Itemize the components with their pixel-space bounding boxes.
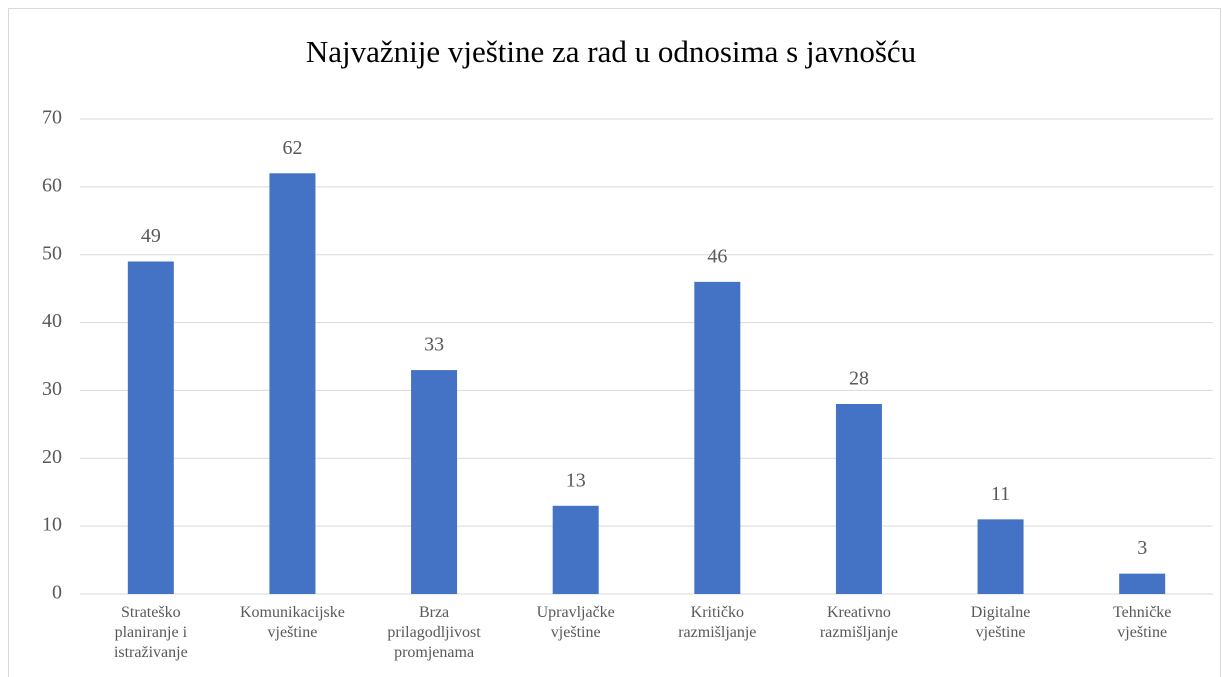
y-tick-label: 0 [52,582,62,604]
data-label: 28 [849,368,869,390]
bar [552,505,599,594]
data-label: 46 [707,245,727,267]
x-tick-label: Upravljačke vještine [537,604,615,641]
bar [269,173,316,595]
x-tick-label: Digitalne vještine [971,604,1031,641]
x-tick-label-line: vještine [551,624,601,641]
chart-border [8,8,1221,677]
x-tick-label: Brza prilagodljivost promjenama [387,604,481,661]
x-tick-label-line: Komunikacijske [240,604,345,621]
x-tick-label-line: promjenama [394,644,474,661]
data-label: 11 [991,483,1010,505]
x-tick-label-line: Brza [419,604,449,621]
x-tick-label: Tehničke vještine [1113,604,1171,641]
x-tick-label-line: prilagodljivost [387,624,481,641]
x-tick-label-line: Tehničke [1113,604,1171,621]
y-tick-label: 50 [42,242,62,264]
bar [835,404,882,594]
x-tick-label-line: Digitalne [971,604,1031,621]
x-tick-label-line: Kritičko [691,604,744,621]
bar [694,281,741,594]
y-tick-label: 20 [42,446,62,468]
chart-title: Najvažnije vještine za rad u odnosima s … [306,34,916,69]
data-label: 49 [141,225,161,247]
x-tick-label-line: istraživanje [114,644,188,661]
bar [1119,573,1166,594]
data-label: 62 [282,137,302,159]
x-tick-label-line: Kreativno [827,604,891,621]
x-tick-label-line: vještine [1117,624,1167,641]
x-tick-label-line: razmišljanje [678,624,756,641]
data-label: 3 [1137,537,1147,559]
bar [411,370,458,594]
x-tick-label-line: Upravljačke [537,604,615,621]
x-tick-label-line: razmišljanje [820,624,898,641]
x-tick-label: Komunikacijske vještine [240,604,345,641]
y-tick-label: 10 [42,514,62,536]
y-tick-label: 40 [42,310,62,332]
x-tick-label-line: Strateško [121,604,181,621]
y-tick-label: 70 [42,107,62,129]
x-tick-label-line: planiranje i [115,624,188,641]
bar [127,261,174,594]
y-tick-label: 60 [42,174,62,196]
x-tick-label-line: vještine [268,624,318,641]
y-tick-label: 30 [42,378,62,400]
x-tick-label: Strateško planiranje i istraživanje [114,604,188,661]
data-label: 13 [566,469,586,491]
bar [977,519,1024,594]
x-tick-label: Kritičko razmišljanje [678,604,756,641]
x-tick-label-line: vještine [976,624,1026,641]
data-label: 33 [424,334,444,356]
x-tick-label: Kreativno razmišljanje [820,604,898,641]
